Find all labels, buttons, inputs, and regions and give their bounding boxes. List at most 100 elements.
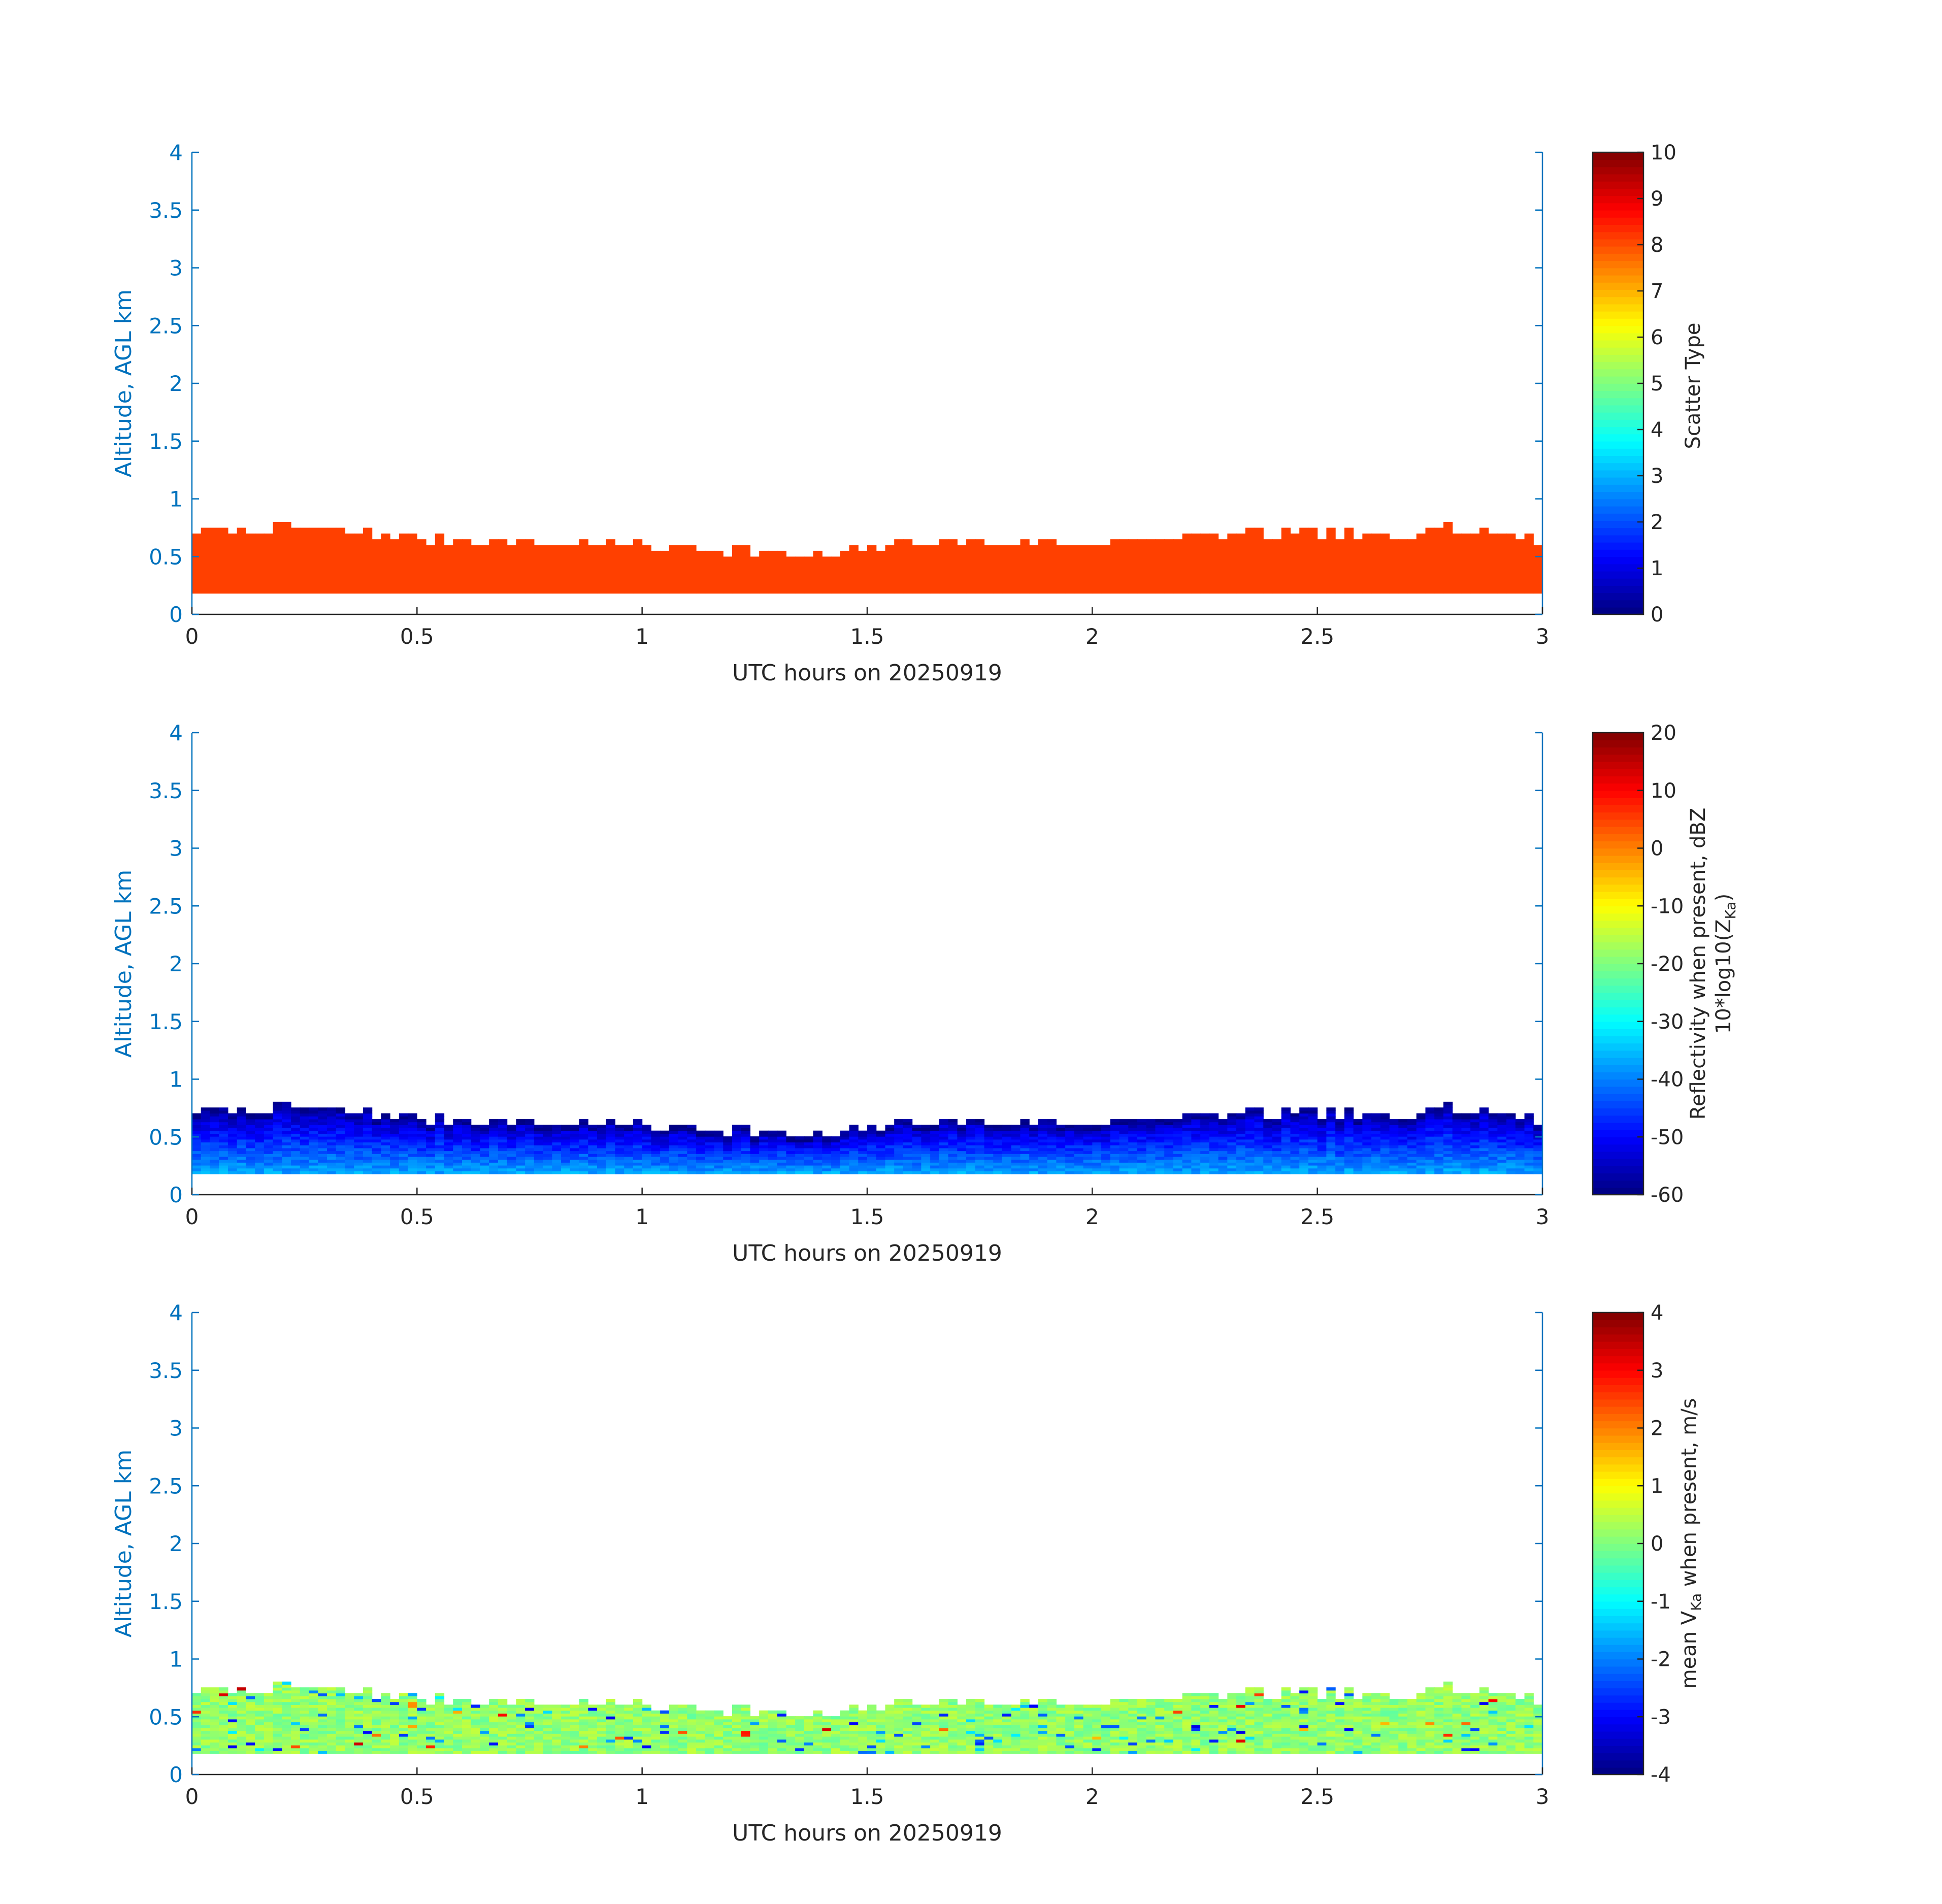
heatmap-cell — [669, 1165, 679, 1169]
heatmap-cell — [192, 1716, 202, 1720]
heatmap-cell — [453, 1145, 463, 1148]
heatmap-cell — [966, 1704, 976, 1708]
heatmap-cell — [534, 1145, 544, 1148]
heatmap-cell — [444, 1716, 453, 1720]
heatmap-cell — [201, 1693, 211, 1696]
heatmap-cell — [1137, 1165, 1147, 1169]
colorbar-label-line2-suffix: ) — [1712, 894, 1735, 902]
heatmap-cell — [1146, 1133, 1156, 1137]
heatmap-cell — [480, 1722, 489, 1725]
heatmap-cell — [858, 1730, 868, 1734]
heatmap-cell — [1011, 1171, 1021, 1174]
heatmap-cell — [399, 1722, 409, 1725]
heatmap-cell — [840, 1733, 850, 1737]
heatmap-cell — [462, 1745, 472, 1749]
heatmap-cell — [1299, 1133, 1309, 1137]
heatmap-cell — [192, 1701, 202, 1705]
heatmap-cell — [435, 1139, 445, 1143]
heatmap-cell — [660, 1142, 670, 1145]
heatmap-column — [345, 533, 354, 594]
heatmap-cell — [813, 1145, 822, 1148]
heatmap-cell — [615, 1128, 624, 1131]
heatmap-cell — [273, 1139, 282, 1143]
heatmap-cell — [750, 1748, 760, 1751]
heatmap-cell — [246, 1748, 255, 1751]
heatmap-cell — [1389, 1125, 1399, 1128]
heatmap-cell — [678, 1162, 687, 1166]
heatmap-cell — [291, 1730, 301, 1734]
heatmap-cell — [606, 1698, 616, 1702]
heatmap-cell — [381, 1116, 390, 1120]
heatmap-cell — [867, 1165, 877, 1169]
heatmap-cell — [264, 1722, 274, 1725]
heatmap-cell — [291, 1107, 301, 1111]
heatmap-cell — [1263, 1125, 1273, 1128]
heatmap-cell — [1083, 1145, 1093, 1148]
heatmap-cell — [1074, 1128, 1084, 1131]
heatmap-cell — [741, 1725, 751, 1728]
heatmap-cell — [444, 1704, 453, 1708]
heatmap-cell — [1371, 1156, 1381, 1160]
heatmap-cell — [444, 1736, 453, 1740]
heatmap-cell — [227, 1128, 238, 1131]
heatmap-cell — [192, 1113, 202, 1117]
heatmap-cell — [1101, 1165, 1111, 1169]
heatmap-cell — [399, 1696, 409, 1699]
heatmap-cell — [840, 1713, 850, 1717]
heatmap-cell — [1308, 1171, 1318, 1174]
heatmap-cell — [1371, 1154, 1381, 1157]
heatmap-cell — [1416, 1145, 1426, 1148]
colorbar-tick-label: 8 — [1651, 234, 1663, 257]
heatmap-cell — [1272, 1168, 1282, 1171]
heatmap-cell — [777, 1142, 786, 1145]
heatmap-cell — [1389, 1145, 1399, 1148]
heatmap-cell — [1371, 1159, 1381, 1163]
heatmap-cell — [1371, 1147, 1381, 1152]
heatmap-cell — [939, 1142, 949, 1145]
heatmap-cell — [984, 1145, 994, 1148]
heatmap-cell — [858, 1751, 868, 1754]
heatmap-cell — [336, 1742, 346, 1746]
heatmap-cell — [633, 1751, 643, 1754]
heatmap-cell — [372, 1730, 381, 1734]
heatmap-cell — [921, 1162, 931, 1166]
heatmap-cell — [741, 1159, 751, 1163]
colorbar-tick-label: 10 — [1651, 779, 1676, 803]
heatmap-cell — [246, 1128, 255, 1131]
heatmap-cell — [1119, 1168, 1129, 1171]
heatmap-cell — [462, 1701, 472, 1705]
heatmap-cell — [741, 1130, 751, 1134]
heatmap-cell — [435, 1162, 445, 1166]
heatmap-cell — [309, 1727, 318, 1731]
heatmap-cell — [237, 1745, 246, 1749]
heatmap-cell — [1182, 1119, 1192, 1123]
heatmap-cell — [1353, 1147, 1363, 1152]
heatmap-cell — [885, 1710, 895, 1714]
heatmap-cell — [336, 1696, 346, 1699]
heatmap-cell — [948, 1162, 958, 1166]
heatmap-cell — [444, 1168, 453, 1171]
heatmap-cell — [273, 1687, 282, 1691]
heatmap-cell — [1461, 1119, 1471, 1123]
heatmap-cell — [867, 1708, 877, 1711]
heatmap-cell — [669, 1748, 679, 1751]
heatmap-cell — [507, 1125, 516, 1128]
heatmap-cell — [489, 1154, 499, 1157]
heatmap-cell — [1479, 1159, 1489, 1163]
heatmap-column — [543, 545, 552, 594]
heatmap-cell — [282, 1156, 291, 1160]
heatmap-cell — [201, 1119, 211, 1123]
heatmap-cell — [885, 1147, 895, 1152]
heatmap-cell — [210, 1748, 219, 1751]
heatmap-cell — [1344, 1107, 1354, 1111]
heatmap-cell — [687, 1159, 697, 1163]
heatmap-cell — [1281, 1156, 1291, 1160]
heatmap-cell — [1065, 1162, 1075, 1166]
heatmap-cell — [840, 1742, 850, 1746]
heatmap-cell — [948, 1142, 958, 1145]
heatmap-cell — [1101, 1133, 1111, 1137]
heatmap-cell — [291, 1725, 301, 1728]
heatmap-cell — [363, 1698, 373, 1702]
heatmap-cell — [687, 1145, 697, 1148]
heatmap-cell — [993, 1713, 1003, 1717]
